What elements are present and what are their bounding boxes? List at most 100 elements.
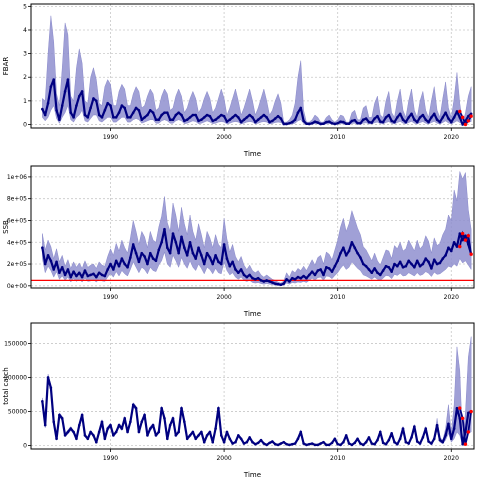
- ssb-data-point: [447, 246, 450, 249]
- ssb-y-tick-label: 4e+05: [7, 239, 27, 246]
- fbar-ci-band: [42, 15, 472, 125]
- catch-data-point: [262, 442, 266, 445]
- ssb-data-point: [262, 280, 266, 283]
- fbar-data-point: [92, 97, 95, 100]
- ssb-data-point: [225, 257, 229, 260]
- catch-x-tick-label: 2010: [330, 455, 345, 462]
- catch-data-point: [63, 434, 67, 437]
- catch-data-point: [46, 376, 50, 379]
- fbar-recent-point: [460, 115, 465, 120]
- ssb-line: [41, 227, 473, 287]
- ssb-data-point: [339, 251, 342, 255]
- fbar-data-point: [259, 116, 263, 119]
- ssb-data-point: [342, 246, 345, 249]
- fbar-data-point: [273, 117, 277, 120]
- fbar-data-point: [421, 113, 425, 117]
- catch-data-point: [410, 436, 413, 439]
- catch-data-point: [214, 427, 217, 430]
- catch-data-point: [435, 423, 439, 427]
- catch-data-point: [387, 438, 391, 442]
- ssb-data-point: [126, 266, 129, 269]
- catch-data-point: [256, 441, 260, 445]
- catch-data-point: [237, 434, 240, 437]
- ssb-data-point: [381, 269, 385, 272]
- catch-data-point: [339, 443, 342, 447]
- catch-data-point: [353, 441, 357, 445]
- fbar-data-point: [381, 120, 385, 124]
- ssb-data-point: [285, 277, 288, 281]
- catch-data-point: [185, 437, 189, 441]
- ssb-data-point: [396, 264, 399, 268]
- ssb-data-point: [242, 273, 246, 277]
- fbar-panel: 1990 2000 2010 2020 0 1 2 3 4 5 Time FBAR: [2, 3, 475, 158]
- ssb-data-point: [151, 257, 155, 260]
- ssb-data-point: [430, 267, 433, 270]
- catch-data-point: [333, 437, 337, 441]
- catch-data-point: [120, 427, 124, 430]
- ssb-data-point: [185, 254, 189, 257]
- catch-data-point: [234, 440, 237, 444]
- catch-data-point: [49, 386, 53, 390]
- fbar-recent-point: [458, 109, 462, 114]
- ssb-x-tick-label: 2010: [330, 294, 345, 301]
- catch-data-point: [114, 430, 118, 434]
- catch-data-point: [174, 434, 178, 437]
- ssb-data-point: [123, 262, 127, 266]
- ssb-data-point: [288, 280, 291, 283]
- fbar-data-point: [407, 116, 410, 119]
- catch-data-point: [217, 406, 220, 410]
- fbar-data-point: [154, 118, 158, 122]
- ssb-data-point: [148, 251, 152, 255]
- catch-data-point: [290, 442, 294, 446]
- catch-data-point: [342, 440, 345, 444]
- fbar-data-point: [330, 121, 334, 125]
- fbar-data-point: [41, 107, 44, 111]
- fbar-data-point: [359, 121, 362, 125]
- fbar-data-point: [393, 120, 396, 124]
- catch-data-point: [131, 403, 135, 407]
- fbar-data-point: [256, 118, 260, 122]
- fbar-data-point: [427, 120, 430, 124]
- fbar-data-point: [373, 117, 376, 120]
- ssb-data-point: [217, 260, 220, 264]
- ssb-data-point: [97, 271, 101, 275]
- fbar-data-point: [305, 122, 308, 126]
- catch-data-point: [458, 417, 462, 420]
- fbar-data-point: [106, 101, 109, 105]
- fbar-x-tick-label: 2010: [330, 134, 345, 141]
- ssb-data-point: [49, 259, 53, 263]
- fbar-data-point: [469, 112, 473, 116]
- fbar-data-point: [449, 120, 453, 124]
- fbar-data-point: [202, 116, 206, 119]
- ssb-recent-point: [469, 252, 473, 256]
- ssb-data-point: [376, 271, 379, 275]
- ssb-data-point: [378, 273, 382, 277]
- ssb-data-point: [347, 249, 351, 253]
- ssb-data-point: [361, 262, 365, 266]
- ssb-data-point: [350, 240, 354, 244]
- fbar-data-point: [129, 116, 132, 119]
- fbar-data-point: [89, 106, 92, 110]
- fbar-data-point: [117, 111, 121, 114]
- ssb-data-point: [364, 264, 368, 268]
- fbar-data-point: [143, 116, 146, 119]
- catch-data-point: [134, 406, 138, 410]
- catch-data-point: [282, 440, 286, 444]
- catch-data-point: [444, 434, 447, 437]
- ssb-recent-point: [460, 231, 465, 236]
- fbar-data-point: [237, 116, 240, 119]
- fbar-data-point: [58, 118, 61, 122]
- ssb-data-point: [370, 271, 374, 275]
- ssb-data-point: [415, 259, 419, 263]
- ssb-data-point: [384, 264, 388, 268]
- ssb-data-point: [387, 266, 391, 269]
- fbar-data-point: [157, 118, 161, 122]
- fbar-data-point: [353, 118, 357, 122]
- ssb-data-point: [310, 270, 314, 273]
- catch-data-point: [415, 440, 419, 443]
- ssb-data-point: [200, 254, 203, 257]
- catch-recent-point: [469, 409, 473, 414]
- catch-data-point: [325, 443, 328, 447]
- catch-data-point: [97, 430, 101, 434]
- catch-data-point: [467, 411, 470, 415]
